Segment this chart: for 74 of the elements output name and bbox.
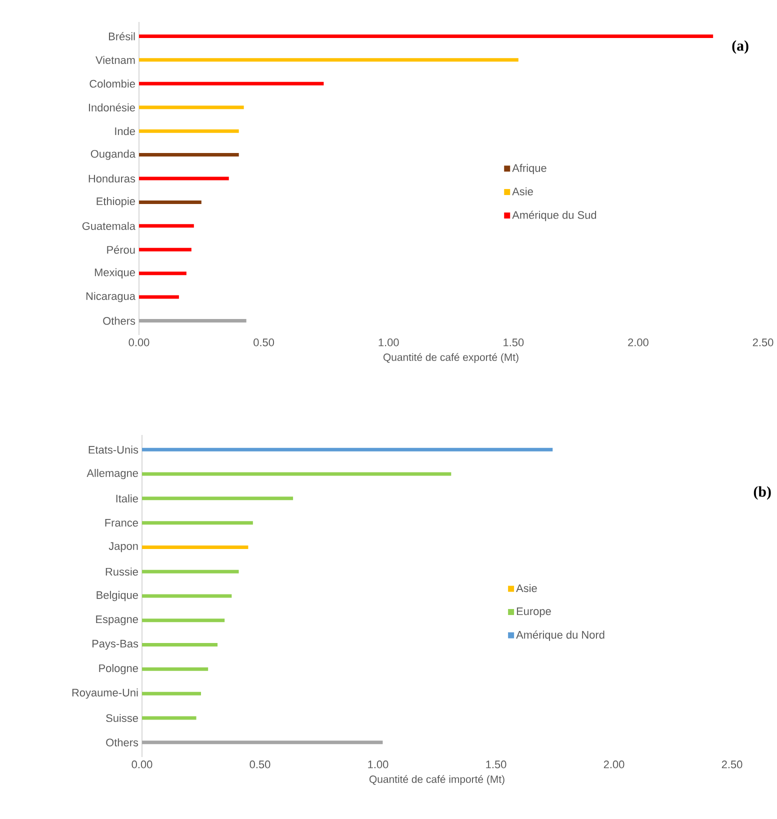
y-tick-label: Honduras [88, 174, 136, 183]
legend-label: Asie [516, 584, 537, 592]
bar [142, 472, 452, 476]
bar [139, 176, 229, 180]
bar [139, 82, 324, 86]
y-tick-label: Vietnam [96, 56, 135, 64]
bar [142, 692, 201, 696]
y-tick-label: Colombie [90, 80, 135, 88]
x-tick-label: 2.00 [604, 760, 624, 768]
annotation: (a) [732, 40, 748, 54]
bar [142, 570, 239, 574]
bar [139, 248, 192, 252]
x-tick-label: 0.00 [132, 760, 152, 768]
y-tick-label: Pologne [99, 664, 138, 674]
legend-label: Asie [512, 187, 533, 196]
x-tick-label: 2.50 [722, 760, 742, 768]
x-tick-label: 0.50 [250, 760, 270, 768]
x-tick-label: 1.50 [504, 338, 524, 346]
bar [139, 319, 246, 323]
bar [139, 106, 244, 110]
y-tick-label: Espagne [96, 615, 138, 626]
bar [142, 521, 253, 525]
x-axis-title: Quantité de café exporté (Mt) [383, 353, 518, 363]
y-tick-label: Ouganda [90, 150, 136, 160]
bar [139, 153, 239, 157]
bar [142, 496, 294, 500]
text: (b) [754, 486, 771, 500]
y-tick-label: Royaume-Uni [72, 688, 138, 699]
y-tick-label: Others [103, 316, 136, 325]
y-tick-label: Suisse [106, 714, 138, 722]
bar [139, 58, 518, 62]
y-tick-label: Ethiopie [96, 197, 135, 208]
bar [142, 545, 248, 549]
x-tick-label: 0.50 [254, 338, 274, 346]
bar [139, 34, 714, 38]
y-tick-label: Guatemala [82, 222, 136, 230]
x-tick-label: 1.00 [368, 760, 388, 768]
y-tick-label: Indonésie [88, 103, 135, 112]
bar [142, 740, 383, 744]
x-tick-label: 1.50 [486, 760, 506, 768]
y-tick-label: Russie [106, 568, 138, 576]
y-tick-label: Etats-Unis [88, 446, 138, 454]
bar [142, 448, 553, 452]
legend-label: Afrique [512, 164, 546, 174]
x-tick-label: 1.00 [378, 338, 399, 346]
y-tick-label: Nicaragua [86, 292, 136, 302]
bar [139, 295, 179, 299]
bar [139, 272, 186, 276]
y-tick-label: Brésil [108, 32, 135, 40]
legend-label: Amérique du Nord [516, 630, 604, 641]
y-tick-label: Mexique [94, 268, 135, 278]
y-tick-label: Pérou [107, 246, 135, 254]
x-axis-title: Quantité de café importé (Mt) [369, 775, 504, 785]
bar [139, 200, 202, 204]
legend-label: Amérique du Sud [512, 210, 596, 222]
bar [142, 594, 232, 598]
x-tick-label: 2.00 [628, 338, 648, 346]
y-tick-label: Italie [116, 494, 138, 502]
legend-label: Europe [516, 608, 551, 618]
bar [142, 643, 218, 647]
y-tick-label: Allemagne [86, 468, 138, 480]
bar [139, 129, 239, 133]
bar [142, 618, 225, 622]
bar [139, 224, 194, 228]
y-tick-label: Pays-Bas [92, 640, 138, 650]
y-tick-label: Japon [108, 542, 138, 552]
y-tick-label: France [105, 519, 138, 527]
x-tick-label: 2.50 [752, 338, 774, 346]
y-tick-label: Belgique [96, 590, 138, 602]
y-tick-label: Inde [115, 127, 135, 136]
bar [142, 667, 208, 671]
x-tick-label: 0.00 [128, 338, 150, 346]
y-tick-label: Others [106, 738, 138, 746]
bar [142, 716, 196, 720]
